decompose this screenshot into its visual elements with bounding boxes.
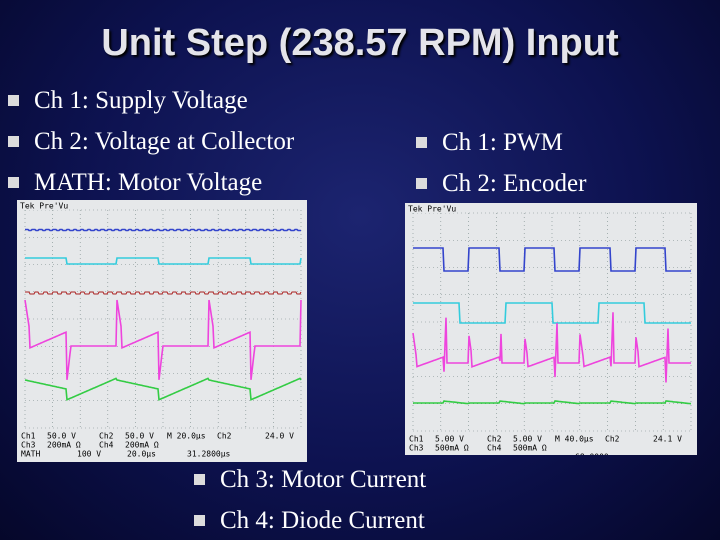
trace	[25, 291, 302, 295]
readout: Ch3	[409, 444, 424, 453]
readout: 500mA Ω	[435, 444, 469, 453]
readout: 200mA Ω	[125, 441, 159, 450]
scope-screen: Tek Pre'Vu Ch1 5.00 V Ch2 5.00 V M 40.0µs Ch2 2…	[405, 203, 697, 455]
readout: M 20.0µs	[167, 432, 206, 441]
bullet: Ch 2: Voltage at Collector	[6, 121, 294, 162]
readout: Ch2	[487, 435, 502, 444]
scope-screen: Tek Pre'Vu Ch1 50.0 V Ch2 50.0 V M 20.0µs Ch2 2…	[17, 200, 307, 462]
readout: Ch1	[21, 432, 36, 441]
readout: 50.0 V	[125, 432, 154, 441]
scope-header: Tek Pre'Vu	[408, 205, 456, 214]
screen-bg	[405, 203, 697, 455]
bullet: Ch 3: Motor Current	[192, 459, 426, 500]
readout: 200mA Ω	[47, 441, 81, 450]
readout: Ch1	[409, 435, 424, 444]
readout: M 40.0µs	[555, 435, 594, 444]
trace	[413, 400, 692, 405]
bullet: Ch 4: Diode Current	[192, 500, 426, 541]
readout: 5.00 V	[513, 435, 542, 444]
readout: 100 V	[77, 450, 101, 459]
header-bg	[405, 203, 457, 213]
bullet: MATH: Motor Voltage	[6, 162, 294, 203]
readout: 50.0 V	[47, 432, 76, 441]
bullet-list: Ch 1: Supply Voltage Ch 2: Voltage at Col…	[6, 80, 294, 203]
readout: MATH	[21, 450, 40, 459]
readout: 5.00 V	[435, 435, 464, 444]
readout-bg	[405, 433, 697, 455]
readout: 24.1 V	[653, 435, 682, 444]
bullet-list: Ch 3: Motor Current Ch 4: Diode Current	[192, 459, 426, 541]
trace	[25, 257, 302, 265]
readout: 24.0 V	[265, 432, 294, 441]
scope-header: Tek Pre'Vu	[20, 202, 68, 211]
readout: 20.0µs	[127, 450, 156, 459]
screen-bg	[17, 200, 307, 462]
trace	[413, 247, 691, 272]
readout: Ch2	[99, 432, 114, 441]
trace	[24, 377, 302, 401]
trace	[413, 302, 691, 324]
readout: Ch4	[99, 441, 114, 450]
readout: Ch4	[487, 444, 502, 453]
header-bg	[17, 200, 69, 210]
readout: Ch2	[605, 435, 620, 444]
title: Unit Step (238.57 RPM) Input	[101, 22, 619, 64]
bullet: Ch 1: Supply Voltage	[6, 80, 294, 121]
trace	[412, 312, 691, 383]
readout: Ch2	[217, 432, 232, 441]
bullet: Ch 1: PWM	[414, 122, 586, 163]
readout: Ch3	[21, 441, 36, 450]
readout: 500mA Ω	[513, 444, 547, 453]
readout-bg	[17, 430, 307, 462]
readout: 31.2800µs	[187, 450, 231, 459]
bullet-list: Ch 1: PWM Ch 2: Encoder	[414, 122, 586, 204]
readout: 68.0000µs	[575, 453, 619, 456]
trace	[24, 299, 302, 380]
trace	[25, 228, 301, 232]
bullet: Ch 2: Encoder	[414, 163, 586, 204]
